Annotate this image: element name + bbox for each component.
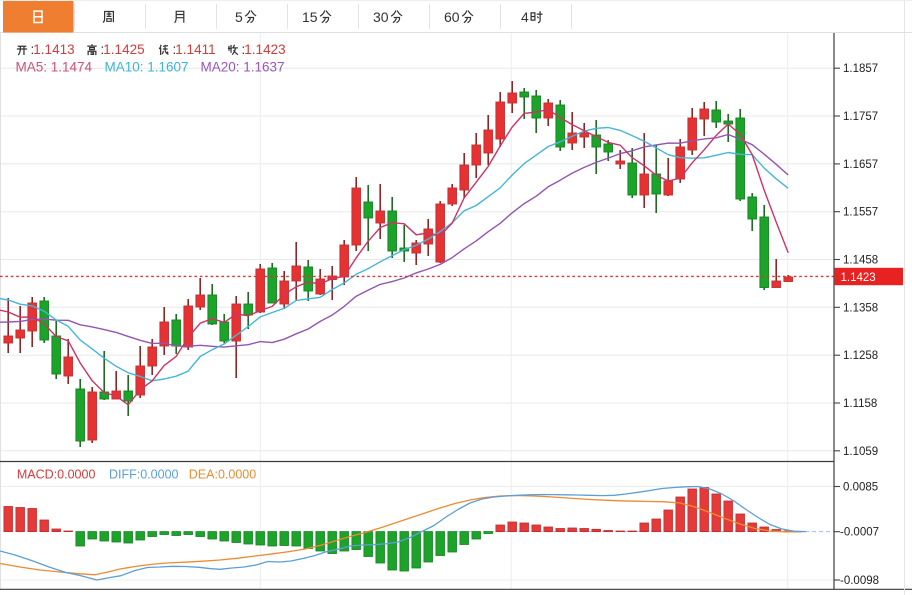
svg-text::: :	[101, 42, 105, 57]
svg-text::: :	[242, 42, 246, 57]
svg-text:1.1059: 1.1059	[843, 446, 878, 458]
svg-text:1.1258: 1.1258	[843, 350, 878, 362]
svg-text:1.1425: 1.1425	[103, 42, 144, 57]
svg-text:MA20: 1.1637: MA20: 1.1637	[201, 60, 285, 75]
svg-text:1.1557: 1.1557	[843, 207, 878, 219]
svg-text:1.1413: 1.1413	[33, 42, 74, 57]
svg-text:-0.0098: -0.0098	[840, 575, 879, 587]
svg-text:1.1158: 1.1158	[843, 398, 877, 410]
svg-text:1.1857: 1.1857	[843, 63, 878, 75]
svg-text:30: 30	[373, 9, 389, 25]
svg-text:5: 5	[235, 9, 243, 25]
svg-text:-0.0007: -0.0007	[840, 527, 879, 539]
svg-text:MACD:0.0000: MACD:0.0000	[17, 468, 96, 482]
svg-text::: :	[173, 42, 177, 57]
svg-text:MA10: 1.1607: MA10: 1.1607	[105, 60, 189, 75]
svg-text:1.1458: 1.1458	[843, 255, 878, 267]
svg-text:DEA:0.0000: DEA:0.0000	[189, 468, 256, 482]
svg-text:15: 15	[302, 9, 318, 25]
svg-text:4: 4	[521, 9, 529, 25]
svg-text:60: 60	[444, 9, 460, 25]
svg-text:0.0085: 0.0085	[843, 482, 878, 494]
svg-text:MA5: 1.1474: MA5: 1.1474	[16, 60, 93, 75]
svg-text::: :	[31, 42, 35, 57]
svg-text:1.1423: 1.1423	[841, 272, 876, 284]
svg-text:1.1423: 1.1423	[244, 42, 285, 57]
svg-text:1.1411: 1.1411	[175, 42, 215, 57]
svg-text:1.1657: 1.1657	[843, 159, 878, 171]
svg-text:1.1757: 1.1757	[843, 111, 878, 123]
svg-text:DIFF:0.0000: DIFF:0.0000	[109, 468, 179, 482]
svg-text:1.1358: 1.1358	[843, 302, 878, 314]
